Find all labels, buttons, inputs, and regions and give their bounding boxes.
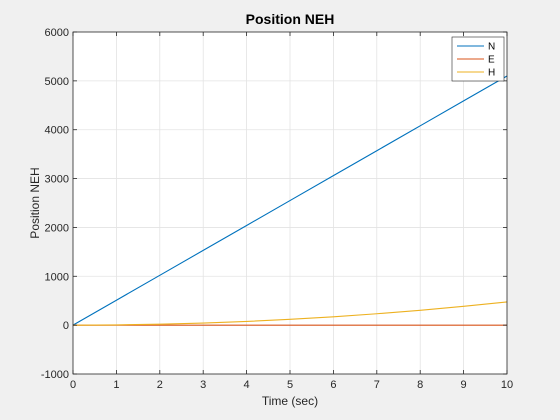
x-tick-label: 8: [417, 379, 423, 391]
x-tick-label: 0: [70, 379, 76, 391]
legend-label-e: E: [488, 55, 495, 66]
x-tick-label: 2: [157, 379, 163, 391]
y-tick-label: 1000: [45, 271, 69, 283]
y-tick-label: 3000: [45, 174, 69, 186]
x-tick-label: 7: [374, 379, 380, 391]
y-tick-label: 6000: [45, 27, 69, 39]
chart-title: Position NEH: [246, 11, 335, 27]
y-tick-label: 4000: [45, 125, 69, 137]
x-tick-label: 5: [287, 379, 293, 391]
x-tick-label: 6: [330, 379, 336, 391]
y-tick-label: 2000: [45, 222, 69, 234]
series-line-n: [72, 75, 508, 326]
x-tick-label: 9: [461, 379, 467, 391]
y-axis-label: Position NEH: [28, 167, 42, 238]
legend-label-n: N: [488, 42, 495, 53]
x-tick-label: 1: [113, 379, 119, 391]
series-line-h: [72, 301, 508, 326]
x-tick-label: 10: [501, 379, 513, 391]
x-tick-label: 4: [244, 379, 250, 391]
legend-label-h: H: [488, 68, 495, 79]
series-lines: [72, 75, 508, 326]
x-tick-label: 3: [200, 379, 206, 391]
y-tick-label: 0: [63, 320, 69, 332]
axis-ticks: 0 1 2 3 4 5 6 7 8 9 10-100001000200030004000500060…: [41, 27, 513, 391]
x-axis-label: Time (sec): [262, 394, 318, 408]
y-tick-label: -1000: [41, 369, 69, 381]
legend: NEH: [451, 36, 505, 82]
y-tick-label: 5000: [45, 76, 69, 88]
